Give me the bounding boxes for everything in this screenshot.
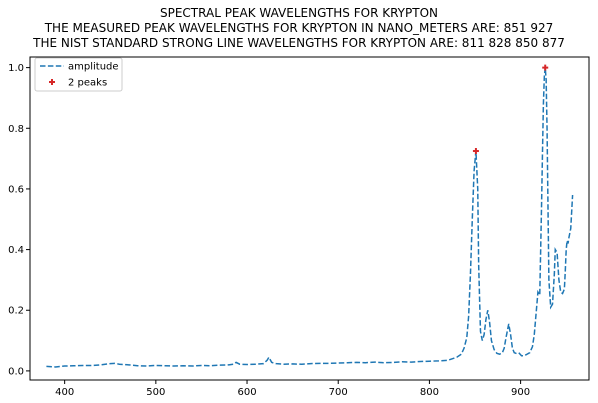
peak-marker xyxy=(472,148,479,155)
x-tick-label: 400 xyxy=(55,387,74,398)
y-tick-label: 0.4 xyxy=(8,245,24,256)
amplitude-series-line xyxy=(46,67,574,368)
chart-subtitle-measured: THE MEASURED PEAK WAVELENGTHS FOR KRYPTO… xyxy=(44,21,554,35)
y-tick-label: 0.8 xyxy=(8,124,24,135)
y-tick-label: 0.2 xyxy=(8,306,24,317)
x-tick-label: 800 xyxy=(420,387,439,398)
y-tick-label: 1.0 xyxy=(8,63,24,74)
legend-peaks-label: 2 peaks xyxy=(68,78,107,89)
y-tick-label: 0.6 xyxy=(8,184,24,195)
plot-frame xyxy=(29,56,590,381)
chart-title: SPECTRAL PEAK WAVELENGTHS FOR KRYPTON xyxy=(159,6,438,20)
legend-amplitude-label: amplitude xyxy=(68,62,119,73)
x-tick-label: 500 xyxy=(146,387,165,398)
x-tick-label: 700 xyxy=(329,387,348,398)
chart-subtitle-nist: THE NIST STANDARD STRONG LINE WAVELENGTH… xyxy=(33,36,565,50)
y-tick-label: 0.0 xyxy=(8,366,24,377)
x-tick-label: 900 xyxy=(511,387,530,398)
x-tick-label: 600 xyxy=(237,387,256,398)
peak-marker xyxy=(542,64,549,71)
